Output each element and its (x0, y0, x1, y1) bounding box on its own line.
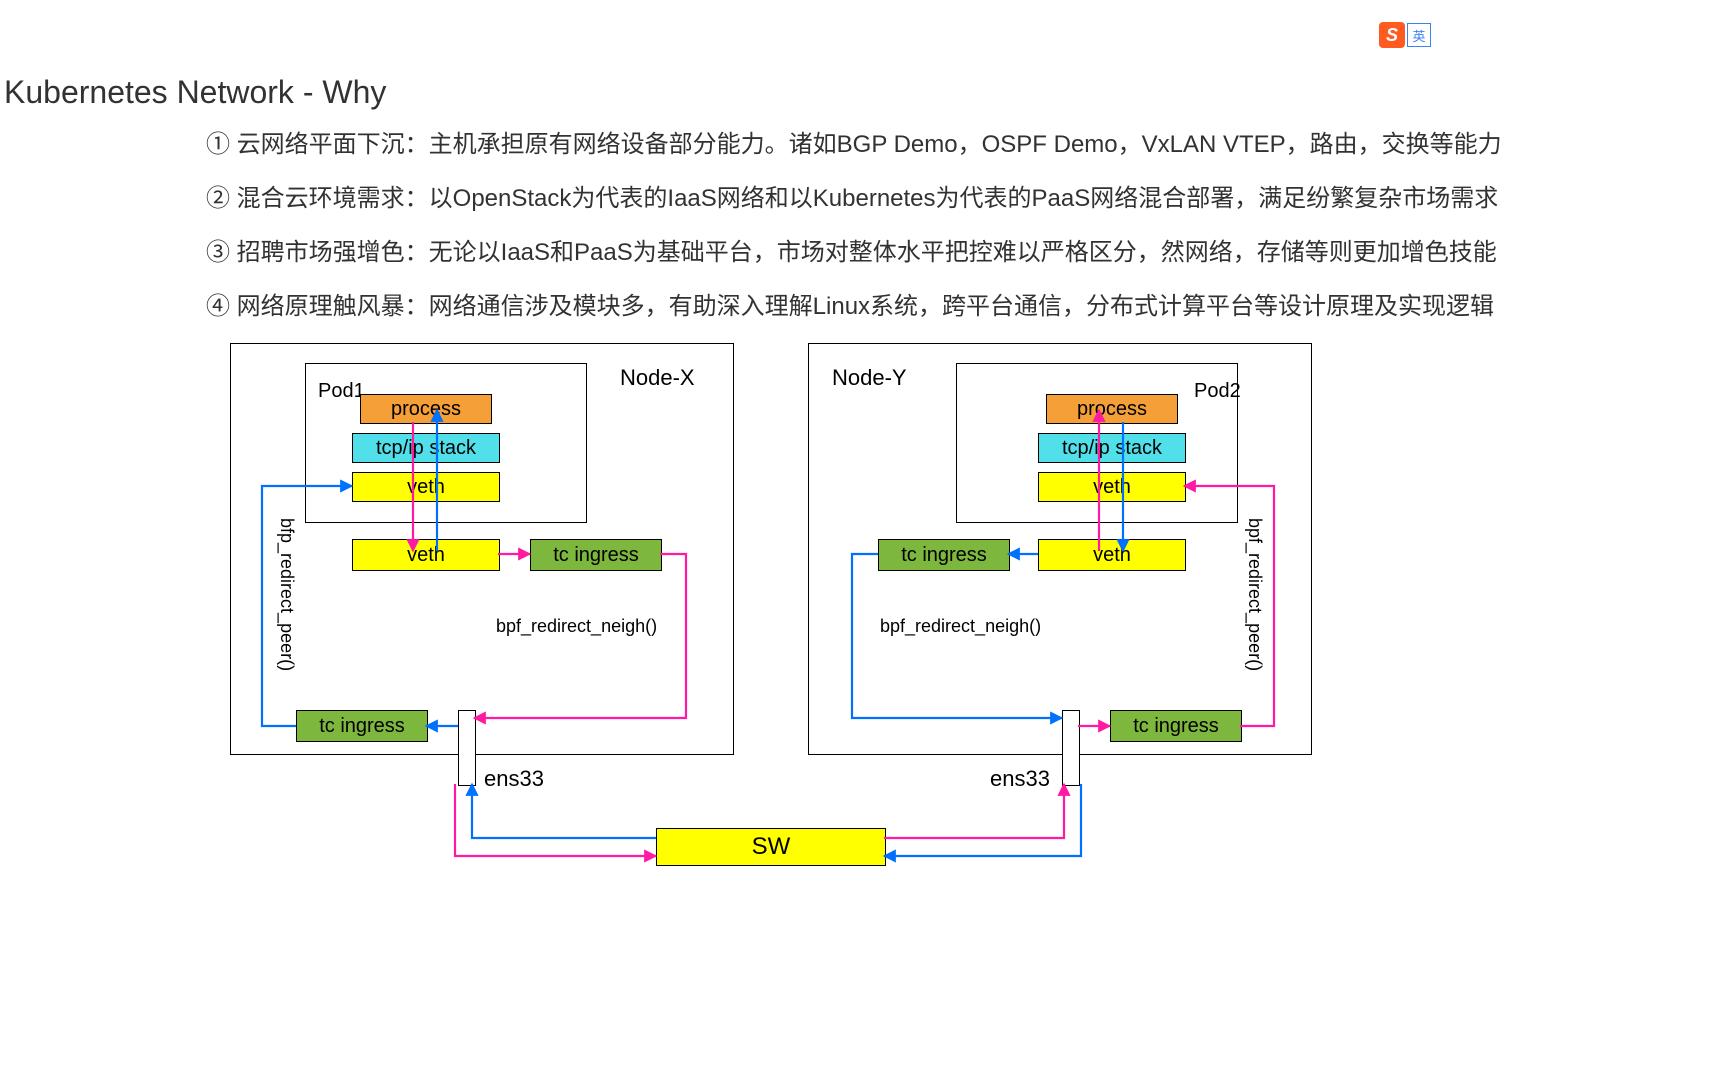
ime-lang-label: 英 (1407, 23, 1431, 47)
comp-ens33_x (458, 710, 476, 786)
bullet-3: ③ 招聘市场强增色：无论以IaaS和PaaS为基础平台，市场对整体水平把控难以严… (206, 232, 1497, 267)
node-x-title: Node-X (620, 365, 695, 391)
comp-veth_in_y: veth (1038, 472, 1186, 502)
bullet-1: ① 云网络平面下沉：主机承担原有网络设备部分能力。诸如BGP Demo，OSPF… (206, 124, 1502, 159)
arrow (472, 784, 656, 838)
ens33-x-label: ens33 (484, 766, 544, 792)
node-y-title: Node-Y (832, 365, 907, 391)
comp-tcing_top_y: tc ingress (878, 539, 1010, 571)
comp-tcing_bot_x: tc ingress (296, 710, 428, 742)
arrow (455, 784, 656, 856)
comp-tcing_top_x: tc ingress (530, 539, 662, 571)
bpf-peer-y-label: bpf_redirect_peer() (1244, 518, 1265, 671)
bpf-neigh-x-label: bpf_redirect_neigh() (496, 616, 657, 637)
arrow (884, 784, 1064, 838)
pod1-label: Pod1 (318, 380, 365, 403)
comp-process_x: process (360, 394, 492, 424)
page-title: Kubernetes Network - Why (4, 74, 386, 111)
comp-veth_out_y: veth (1038, 539, 1186, 571)
comp-veth_in_x: veth (352, 472, 500, 502)
comp-tcpip_y: tcp/ip stack (1038, 433, 1186, 463)
arrow (884, 784, 1081, 856)
comp-tcing_bot_y: tc ingress (1110, 710, 1242, 742)
comp-sw: SW (656, 828, 886, 866)
pod2-label: Pod2 (1194, 380, 1241, 403)
bpf-neigh-y-label: bpf_redirect_neigh() (880, 616, 1041, 637)
bullet-2: ② 混合云环境需求：以OpenStack为代表的IaaS网络和以Kubernet… (206, 178, 1498, 213)
bpf-peer-x-label: bfp_redirect_peer() (276, 518, 297, 671)
ime-indicator: S 英 (1379, 20, 1431, 50)
bullet-4: ④ 网络原理触风暴：网络通信涉及模块多，有助深入理解Linux系统，跨平台通信，… (206, 286, 1494, 321)
ime-s-icon: S (1379, 22, 1405, 48)
comp-ens33_y (1062, 710, 1080, 786)
comp-veth_out_x: veth (352, 539, 500, 571)
comp-tcpip_x: tcp/ip stack (352, 433, 500, 463)
ens33-y-label: ens33 (990, 766, 1050, 792)
comp-process_y: process (1046, 394, 1178, 424)
